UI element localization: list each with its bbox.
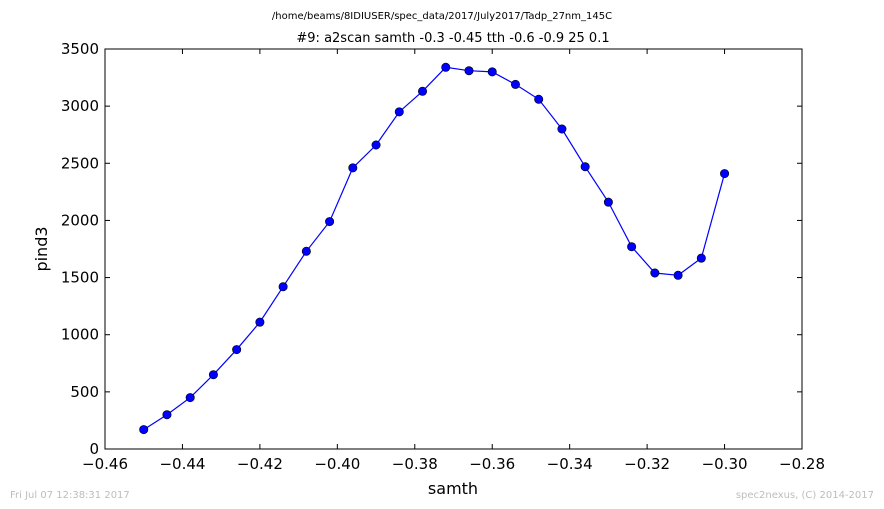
data-point: [418, 86, 428, 96]
x-tick-label: −0.44: [159, 455, 205, 473]
data-point: [441, 62, 451, 72]
data-point: [603, 197, 613, 207]
data-point: [185, 393, 195, 403]
plot-frame: [104, 48, 803, 450]
y-tick-label: 3500: [61, 40, 99, 58]
x-tick-label: −0.42: [237, 455, 283, 473]
axis-ticks: −0.46 −0.44 −0.42 −0.40 −0.38 −0.36 −0.34 −0.32…: [61, 40, 825, 473]
y-tick-label: 2500: [61, 154, 99, 172]
chart-title: #9: a2scan samth -0.3 -0.45 tth -0.6 -0.…: [296, 31, 609, 46]
data-point: [208, 370, 218, 380]
data-point: [394, 107, 404, 117]
data-point: [301, 246, 311, 256]
x-tick-label: −0.34: [547, 455, 593, 473]
y-tick-label: 1500: [61, 269, 99, 287]
x-tick-label: −0.32: [624, 455, 670, 473]
data-point: [534, 94, 544, 104]
x-tick-label: −0.36: [469, 455, 515, 473]
data-point: [696, 253, 706, 263]
data-point: [510, 79, 520, 89]
footer-credit: spec2nexus, (C) 2014-2017: [735, 490, 874, 501]
y-axis-label: pind3: [32, 226, 51, 271]
data-point: [464, 66, 474, 76]
data-point: [673, 270, 683, 280]
data-point: [371, 140, 381, 150]
x-axis-label: samth: [428, 479, 478, 498]
data-point: [650, 268, 660, 278]
data-point: [325, 217, 335, 227]
y-tick-label: 0: [89, 440, 99, 458]
data-point: [139, 425, 149, 435]
y-tick-label: 1000: [61, 326, 99, 344]
data-point: [627, 242, 637, 252]
x-tick-label: −0.28: [779, 455, 825, 473]
data-point: [232, 345, 242, 355]
x-tick-label: −0.38: [392, 455, 438, 473]
data-point: [162, 410, 172, 420]
data-point: [487, 67, 497, 77]
series-line: [143, 66, 726, 431]
y-tick-label: 500: [70, 383, 99, 401]
data-point: [278, 282, 288, 292]
y-tick-label: 3000: [61, 97, 99, 115]
y-tick-label: 2000: [61, 211, 99, 229]
x-tick-label: −0.40: [314, 455, 360, 473]
x-tick-label: −0.46: [82, 455, 128, 473]
chart-suptitle: /home/beams/8IDIUSER/spec_data/2017/July…: [272, 11, 612, 22]
data-point: [580, 162, 590, 172]
data-series: [139, 62, 730, 435]
data-point: [255, 317, 265, 327]
footer-timestamp: Fri Jul 07 12:38:31 2017: [10, 490, 130, 501]
data-point: [557, 124, 567, 134]
data-point: [348, 163, 358, 173]
x-tick-label: −0.30: [702, 455, 748, 473]
data-point: [720, 169, 730, 179]
